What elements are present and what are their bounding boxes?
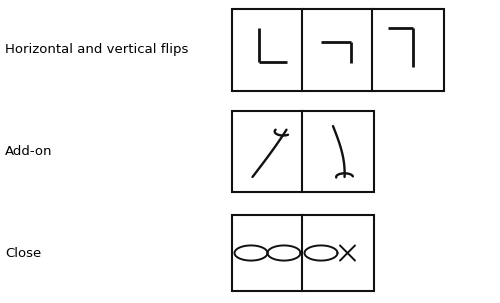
- Bar: [232, 215, 304, 291]
- Text: Horizontal and vertical flips: Horizontal and vertical flips: [5, 44, 188, 56]
- Bar: [302, 111, 374, 192]
- Bar: [232, 9, 304, 91]
- Bar: [372, 9, 444, 91]
- Bar: [302, 9, 374, 91]
- Text: Add-on: Add-on: [5, 145, 52, 158]
- Bar: [232, 111, 304, 192]
- Text: Close: Close: [5, 247, 41, 259]
- Bar: [302, 215, 374, 291]
